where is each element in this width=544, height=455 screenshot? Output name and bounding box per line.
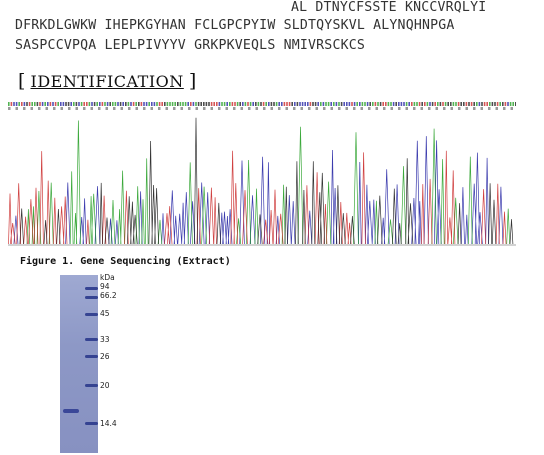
marker-band [85, 422, 98, 425]
figure-caption: Figure 1. Gene Sequencing (Extract) [20, 256, 231, 267]
marker-label-26: 26 [100, 352, 110, 361]
open-bracket: [ [18, 70, 26, 92]
marker-label-94: 94 [100, 282, 110, 291]
section-heading: [ IDENTIFICATION ] [18, 70, 196, 92]
chromatogram-image [8, 102, 516, 246]
sequence-line-3: SASPCCVPQA LEPLPIVYYV GRKPKVEQLS NMIVRSC… [15, 38, 366, 53]
section-title: IDENTIFICATION [30, 72, 184, 91]
marker-label-66: 66.2 [100, 291, 117, 300]
marker-label-20: 20 [100, 381, 110, 390]
close-bracket: ] [188, 70, 197, 92]
marker-band [85, 313, 98, 316]
gel-lane [60, 275, 98, 453]
sequence-line-2: DFRKDLGWKW IHEPKGYHAN FCLGPCPYIW SLDTQYS… [15, 18, 455, 33]
kda-label: kDa [100, 273, 115, 282]
marker-band [85, 355, 98, 358]
marker-label-33: 33 [100, 335, 110, 344]
trace-3 [19, 117, 514, 245]
marker-band [85, 338, 98, 341]
trace-0 [13, 136, 504, 245]
gel-image: kDa 94 66.2 45 33 26 20 14.4 [58, 272, 128, 454]
marker-band [85, 296, 98, 299]
marker-label-14: 14.4 [100, 419, 117, 428]
sequence-line-1: AL DTNYCFSSTE KNCCVRQLYI [291, 0, 487, 15]
base-call-strip [8, 102, 516, 110]
marker-band [85, 287, 98, 290]
marker-band [85, 384, 98, 387]
marker-label-45: 45 [100, 309, 110, 318]
sample-band [63, 409, 79, 413]
trace-1 [26, 120, 511, 245]
trace-2 [8, 150, 507, 245]
